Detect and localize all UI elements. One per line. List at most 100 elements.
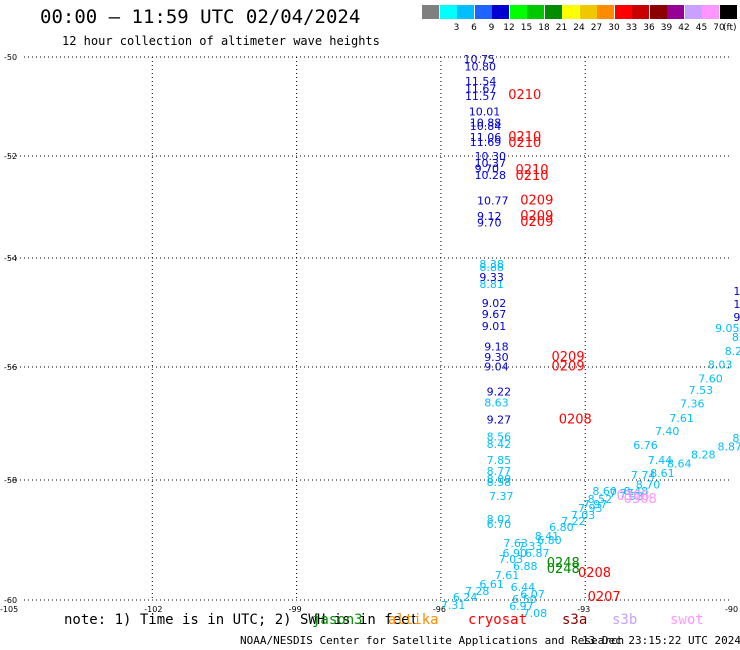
mission-label: s3a [562, 612, 588, 628]
wave-height-value: 6.88 [513, 560, 538, 573]
legend-swatch [614, 5, 632, 19]
wave-height-value: 7.53 [689, 384, 714, 397]
wave-height-value: 8.87 [717, 441, 740, 454]
wave-height-value: 10.80 [464, 60, 496, 73]
wave-height-value: 10.01 [469, 105, 501, 118]
map-subtitle: 12 hour collection of altimeter wave hei… [62, 34, 380, 48]
wave-height-value: 7.40 [655, 425, 680, 438]
legend-label: 45 [695, 23, 708, 33]
wave-height-value: 7.28 [465, 585, 490, 598]
wave-height-value: 10.77 [477, 194, 509, 207]
wave-height-value: 8 [732, 432, 739, 445]
wave-height-value: 11.67 [465, 83, 497, 96]
legend-label: 21 [555, 23, 568, 33]
axis-labels: -50 -52 -54 -56 -58 -60-105 -102 -99 -96 -93 -90 [0, 53, 738, 614]
wave-height-value: 9.30 [484, 351, 509, 364]
wave-height-value: 8.77 [487, 465, 512, 478]
wave-height-value: 8.81 [479, 278, 504, 291]
pass-time-label: 0209 [552, 350, 585, 365]
legend-label: 39 [660, 23, 673, 33]
mission-label: swot [670, 612, 704, 628]
wave-height-value: 8.48 [624, 485, 649, 498]
legend-label: 42 [678, 23, 690, 33]
legend-label: 30 [608, 23, 620, 33]
legend-swatch [632, 5, 649, 19]
wave-height-value: 10.28 [475, 169, 507, 182]
legend-swatch [509, 5, 527, 19]
legend-swatch [684, 5, 702, 19]
wave-height-value: 8.70 [636, 478, 661, 491]
legend-swatch [439, 5, 457, 19]
wave-height-value: 11.69 [470, 136, 502, 149]
legend-swatch [474, 5, 492, 19]
wave-height-value: 9.70 [475, 162, 500, 175]
wave-height-value: 8.75 [732, 331, 740, 344]
wave-height-value: 7.31 [441, 599, 466, 612]
longitude-tick-label: -96 [433, 605, 446, 614]
wave-height-value: 8.88 [479, 261, 504, 274]
wave-height-value: 7.44 [648, 454, 673, 467]
pass-time-label: 0208 [559, 413, 592, 428]
wave-height-value: 8.58 [487, 476, 512, 489]
pass-time-label: 0248 [547, 556, 580, 571]
footer-note: note: 1) Time is in UTC; 2) SWH is in fe… [64, 612, 419, 628]
wave-height-value: 9.01 [482, 320, 507, 333]
legend-swatch [667, 5, 684, 19]
wave-height-value: 7.60 [698, 372, 723, 385]
wave-height-value: 8.42 [487, 438, 512, 451]
wave-height-value: 6.76 [633, 439, 658, 452]
pass-time-label: 0210 [508, 88, 541, 103]
longitude-tick-label: -105 [0, 605, 18, 614]
pass-time-label: 0207 [588, 590, 621, 605]
pass-time-label: 0209 [520, 215, 553, 230]
legend-swatch [492, 5, 509, 19]
latitude-tick-label: -50 [4, 53, 17, 62]
map-title: 00:00 — 11:59 UTC 02/04/2024 [40, 6, 361, 28]
mission-label: altika [388, 612, 439, 628]
legend-swatch [562, 5, 579, 19]
wave-height-value: 7.61 [495, 569, 519, 582]
pass-time-label: 0308 [624, 492, 657, 507]
legend-swatch [579, 5, 597, 19]
wave-height-value: 7.08 [523, 607, 548, 620]
mission-label: jason3 [312, 612, 363, 628]
wave-height-value: 7.33 [518, 540, 543, 553]
pass-time-label: 0210 [508, 130, 541, 145]
pass-time-label: 0208 [578, 566, 611, 581]
legend-swatch [527, 5, 544, 19]
wave-height-value: 9.18 [484, 341, 509, 354]
wave-height-value: 8.56 [487, 430, 512, 443]
pass-time-label: 0209 [520, 193, 553, 208]
wave-height-value: 7.61 [669, 412, 694, 425]
wave-height-value: 8.02 [487, 513, 512, 526]
wave-height-value: 8.60 [592, 485, 617, 498]
generation-timestamp: 13 Dec 23:15:22 UTC 2024 [582, 634, 740, 647]
wave-height-value: 11.06 [470, 131, 502, 144]
legend-label: 15 [520, 23, 533, 33]
wave-height-value: 9.27 [487, 414, 512, 427]
wave-height-value: 7.93 [619, 490, 644, 503]
legend-swatch [544, 5, 562, 19]
wave-height-value: 10.75 [464, 53, 496, 66]
wave-height-value: 6.97 [509, 600, 534, 613]
wave-height-value: 7.22 [561, 515, 586, 528]
pass-time-label: 0308 [616, 489, 649, 504]
legend-label: 27 [590, 23, 603, 33]
wave-height-value: 11.54 [465, 75, 497, 88]
longitude-tick-label: -99 [289, 605, 302, 614]
wave-height-value: 9.04 [484, 360, 509, 373]
legend-label: 12 [503, 23, 515, 33]
wave-height-value: 8.41 [535, 530, 560, 543]
latitude-tick-label: -56 [4, 363, 17, 372]
legend-swatch [597, 5, 614, 19]
longitude-tick-label: -102 [144, 605, 162, 614]
wave-height-value: 6.24 [453, 591, 478, 604]
wave-height-value: 6.90 [502, 547, 527, 560]
wave-height-value: 10 [733, 285, 740, 298]
wave-height-value: 7.85 [487, 454, 512, 467]
mission-label: cryosat [468, 612, 528, 628]
legend-swatch [457, 5, 474, 19]
legend-label: 24 [573, 23, 585, 33]
wave-height-value: 6.80 [537, 534, 562, 547]
wave-height-value: 9.33 [479, 271, 504, 284]
